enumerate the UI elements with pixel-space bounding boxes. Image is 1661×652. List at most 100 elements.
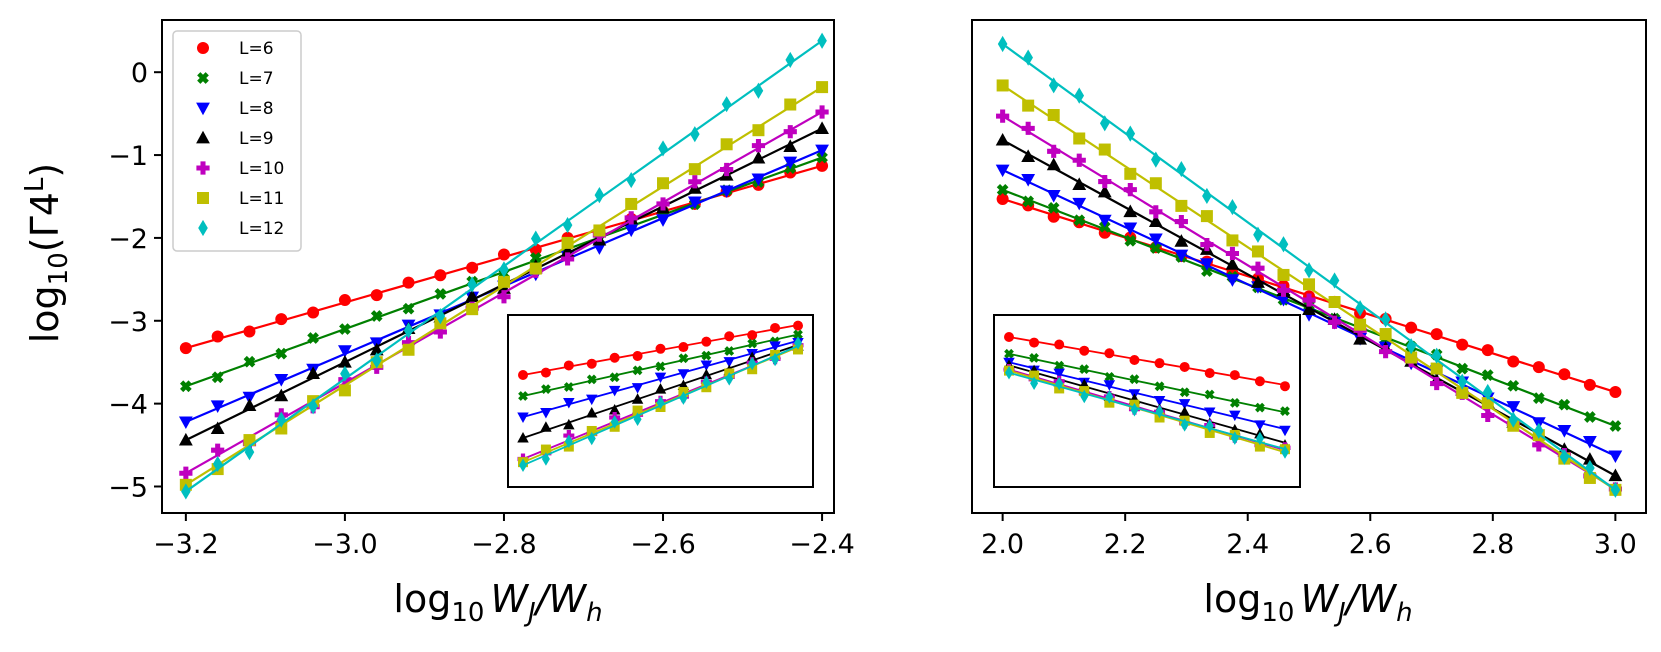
data-point-l=12 <box>181 483 191 500</box>
inset-point-l=12 <box>541 452 550 466</box>
inset-point-l=8 <box>1203 407 1216 419</box>
data-point-l=7 <box>1201 265 1213 277</box>
data-point-l=9 <box>1251 275 1265 288</box>
data-point-l=8 <box>751 173 766 187</box>
data-point-l=11 <box>1379 328 1392 341</box>
data-point-l=10 <box>720 162 734 177</box>
data-point-l=9 <box>1582 452 1597 465</box>
left-x-ticks: −3.2 −3.0 −2.8 −2.6 −2.4 <box>153 513 855 560</box>
inset-point-l=7 <box>747 338 758 349</box>
inset-point-l=9 <box>1178 406 1191 417</box>
data-point-l=11 <box>1226 234 1239 247</box>
inset-point-l=7 <box>541 384 551 394</box>
data-point-l=7 <box>529 252 542 264</box>
data-point-l=8 <box>338 345 352 358</box>
inset-point-l=7 <box>701 350 712 361</box>
data-point-l=6 <box>466 261 479 274</box>
inset-point-l=12 <box>1055 376 1064 391</box>
x-tick-label: 2.8 <box>1471 529 1514 560</box>
inset-point-l=7 <box>655 361 666 372</box>
inset-point-l=7 <box>1255 402 1265 413</box>
data-point-l=7 <box>1073 214 1086 227</box>
inset-point-l=12 <box>725 372 734 386</box>
inset-point-l=7 <box>1129 374 1140 385</box>
inset-point-l=8 <box>1053 368 1065 380</box>
data-point-l=10 <box>1276 283 1291 297</box>
data-point-l=9 <box>995 132 1010 146</box>
data-point-l=8 <box>210 400 225 413</box>
y-tick-label: −2 <box>108 224 148 255</box>
data-point-l=10 <box>1021 121 1035 135</box>
data-point-l=9 <box>1021 149 1036 163</box>
data-point-l=12 <box>1431 347 1442 364</box>
data-point-l=6 <box>1583 378 1596 391</box>
data-point-l=12 <box>1304 262 1314 279</box>
data-point-l=12 <box>1278 236 1289 253</box>
inset-point-l=7 <box>586 374 597 385</box>
inset-point-l=6 <box>655 343 666 354</box>
inset-point-l=6 <box>1029 337 1040 348</box>
data-point-l=6 <box>275 313 288 326</box>
inset-point-l=12 <box>1005 365 1013 380</box>
inset-point-l=7 <box>563 382 574 392</box>
data-point-l=11 <box>529 262 542 275</box>
data-point-l=12 <box>1585 459 1595 477</box>
data-point-l=9 <box>815 121 829 134</box>
x-tick-label: 2.4 <box>1226 529 1269 560</box>
data-point-l=9 <box>338 355 352 368</box>
legend-label: L=10 <box>239 159 284 179</box>
inset-point-l=7 <box>632 365 643 376</box>
data-point-l=11 <box>1200 210 1213 223</box>
inset-point-l=12 <box>519 458 527 473</box>
data-point-l=7 <box>1022 195 1035 208</box>
data-point-l=12 <box>435 308 446 325</box>
inset-point-l=8 <box>1153 395 1166 407</box>
inset-point-l=8 <box>631 383 644 394</box>
left-series <box>178 32 829 500</box>
inset-point-l=7 <box>1154 381 1165 392</box>
inset-point-l=12 <box>1281 445 1289 459</box>
data-point-l=6 <box>1532 361 1545 374</box>
data-point-l=8 <box>624 224 639 238</box>
data-point-l=8 <box>1225 274 1240 287</box>
data-point-l=12 <box>690 126 700 143</box>
data-point-l=11 <box>402 343 415 356</box>
inset-point-l=9 <box>608 403 621 415</box>
x-tick-label: −3.2 <box>153 529 219 560</box>
inset-point-l=12 <box>748 356 757 371</box>
inset-point-l=6 <box>563 360 574 371</box>
y-axis-label: log10(Γ4L) <box>20 163 74 344</box>
data-point-l=8 <box>783 156 798 170</box>
inset-point-l=12 <box>771 352 780 367</box>
data-point-l=9 <box>1608 468 1623 482</box>
data-point-l=6 <box>1481 344 1494 357</box>
data-point-l=10 <box>624 211 638 225</box>
data-point-l=10 <box>1302 293 1316 307</box>
data-point-l=10 <box>1047 144 1061 158</box>
data-point-l=9 <box>178 432 193 446</box>
data-point-l=7 <box>1584 411 1596 423</box>
data-point-l=10 <box>751 139 766 153</box>
inset-point-l=7 <box>1204 389 1215 400</box>
right-inset <box>993 314 1301 488</box>
left-axes-frame <box>161 19 835 514</box>
data-point-l=10 <box>1481 408 1495 423</box>
inset-point-l=7 <box>1079 364 1090 375</box>
data-point-l=8 <box>274 374 289 387</box>
inset-point-l=8 <box>586 394 598 406</box>
data-point-l=9 <box>1123 204 1138 218</box>
inset-point-l=8 <box>1279 425 1291 437</box>
inset-point-l=6 <box>747 330 758 341</box>
inset-point-l=12 <box>1205 419 1214 433</box>
data-point-l=12 <box>212 455 223 473</box>
data-point-l=11 <box>1098 143 1111 156</box>
inset-point-l=7 <box>1104 371 1115 382</box>
inset-point-l=12 <box>679 391 688 405</box>
data-point-l=12 <box>1125 125 1136 142</box>
data-point-l=11 <box>1047 109 1060 122</box>
data-point-l=10 <box>656 197 670 211</box>
data-point-l=12 <box>1508 411 1519 428</box>
x-tick-label: −2.8 <box>471 529 537 560</box>
data-point-l=8 <box>1557 424 1572 438</box>
inset-point-l=9 <box>631 393 644 404</box>
